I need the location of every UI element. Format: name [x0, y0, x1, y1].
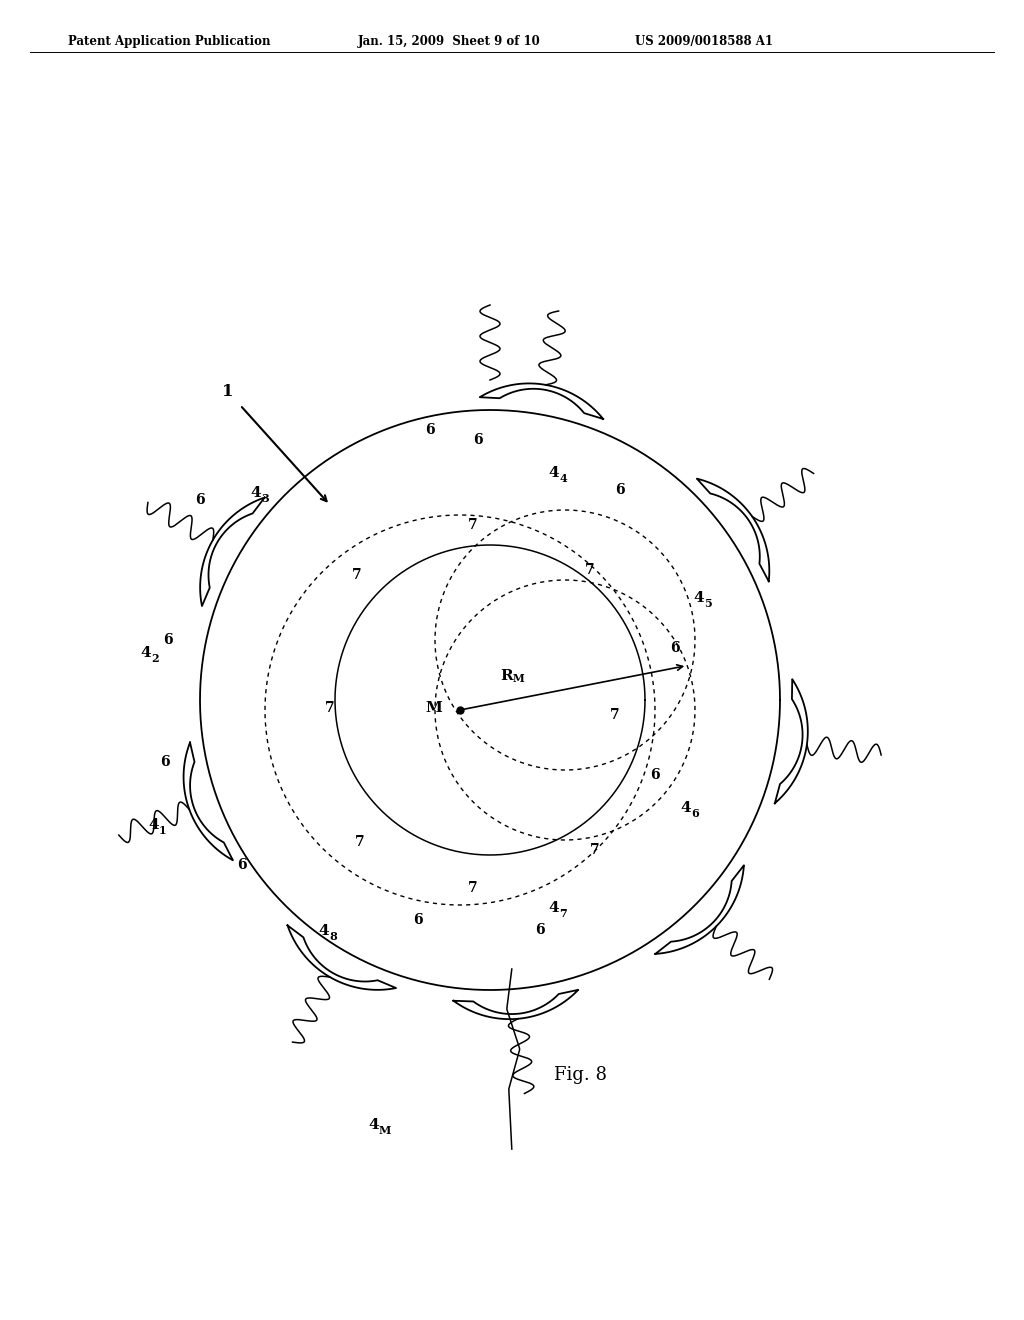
Text: 4: 4 [140, 645, 151, 660]
Text: 4: 4 [250, 486, 261, 500]
Text: 6: 6 [238, 858, 247, 873]
Text: 2: 2 [151, 653, 159, 664]
Text: 7: 7 [352, 568, 361, 582]
Text: 7: 7 [590, 843, 600, 857]
Text: 6: 6 [670, 642, 680, 655]
Text: 4: 4 [548, 466, 559, 480]
Text: 7: 7 [468, 880, 478, 895]
Text: 5: 5 [705, 598, 712, 609]
Text: 4: 4 [693, 591, 703, 605]
Text: 1: 1 [222, 384, 233, 400]
Text: 4: 4 [680, 801, 690, 814]
Text: 6: 6 [650, 768, 659, 781]
Text: 4: 4 [559, 473, 566, 484]
Text: 6: 6 [691, 808, 698, 818]
Text: 6: 6 [163, 634, 173, 647]
Text: 6: 6 [425, 422, 435, 437]
Text: Patent Application Publication: Patent Application Publication [68, 36, 270, 48]
Text: $\mathregular{R_M}$: $\mathregular{R_M}$ [500, 668, 526, 685]
Text: 4: 4 [548, 902, 559, 915]
Text: 7: 7 [355, 836, 365, 849]
Text: M: M [379, 1125, 391, 1137]
Text: 4: 4 [318, 924, 329, 939]
Text: M: M [425, 701, 442, 715]
Text: Fig. 8: Fig. 8 [554, 1067, 606, 1084]
Text: 4: 4 [148, 818, 159, 832]
Text: 1: 1 [159, 825, 167, 836]
Text: 7: 7 [610, 708, 620, 722]
Text: 6: 6 [473, 433, 482, 447]
Text: 7: 7 [559, 908, 566, 919]
Text: Jan. 15, 2009  Sheet 9 of 10: Jan. 15, 2009 Sheet 9 of 10 [358, 36, 541, 48]
Text: US 2009/0018588 A1: US 2009/0018588 A1 [635, 36, 773, 48]
Text: 6: 6 [160, 755, 170, 770]
Text: 6: 6 [536, 923, 545, 937]
Text: 7: 7 [585, 564, 595, 577]
Text: 3: 3 [261, 492, 268, 504]
Text: 4: 4 [368, 1118, 379, 1133]
Text: 6: 6 [196, 492, 205, 507]
Text: 8: 8 [329, 931, 337, 942]
Text: 6: 6 [414, 913, 423, 927]
Text: 6: 6 [615, 483, 625, 498]
Text: 7: 7 [468, 517, 478, 532]
Text: 7: 7 [326, 701, 335, 715]
